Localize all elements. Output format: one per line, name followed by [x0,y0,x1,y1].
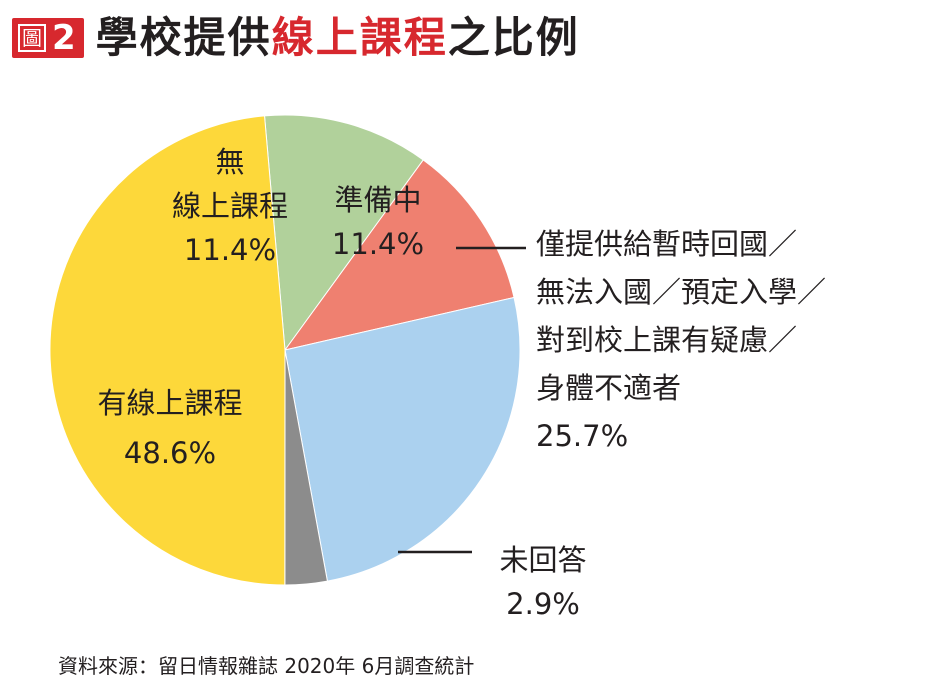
slice-label-none: 無線上課程 11.4% [172,145,288,267]
slice-category-label: 身體不適者 [536,371,681,405]
slice-value-label: 11.4% [184,233,276,267]
chart-title-part1: 學校提供 [95,13,272,62]
pie-slice-preparing [283,159,515,351]
slice-category-label: 有線上課程 [97,386,242,420]
figure-badge: 圖 2 [12,18,84,58]
figure-header: 圖 2 學校提供線上課程之比例 [12,10,580,66]
slice-category-label: 僅提供給暫時回國／ [536,227,797,261]
chart-title-part3: 之比例 [447,13,580,62]
slice-category-label: 未回答 [499,543,586,577]
slice-label-no-answer: 未回答 2.9% [499,543,586,621]
pie-slice-not-needed [284,296,521,582]
slice-value-label: 11.4% [332,227,424,261]
slice-category-label: 對到校上課有疑慮／ [536,323,797,357]
leader-lines [398,246,526,554]
pie-slices [49,114,521,586]
slice-value-label: 25.7% [536,419,628,453]
slice-category-label: 無 [215,145,244,179]
slice-label-not-needed: 僅提供給暫時回國／ 無法入國／預定入學／ 對到校上課有疑慮／ 身體不適者 25.7% [536,227,826,453]
slice-category-label: 線上課程 [172,189,288,223]
chart-title-part2: 線上課程 [271,13,448,62]
slice-label-preparing: 準備中 11.4% [332,183,424,261]
slice-category-label: 準備中 [334,183,421,217]
pie-slice-offered [49,115,286,586]
figure-badge-number: 2 [52,18,76,58]
chart-title: 學校提供線上課程之比例 [96,10,580,66]
figure-badge-word: 圖 [18,24,46,52]
pie-labels: 無線上課程 11.4% 準備中 11.4% 僅提供給暫時回國／ 無法入國／預定入學／ 對到校… [97,145,826,621]
slice-value-label: 48.6% [124,436,216,470]
source-note: 資料來源：留日情報雜誌 2020年 6月調查統計 [58,654,475,678]
slice-category-label: 無法入國／預定入學／ [536,275,826,309]
pie-slice-none [263,114,424,352]
slice-value-label: 2.9% [506,587,580,621]
slice-label-offered: 有線上課程 48.6% [97,386,242,470]
